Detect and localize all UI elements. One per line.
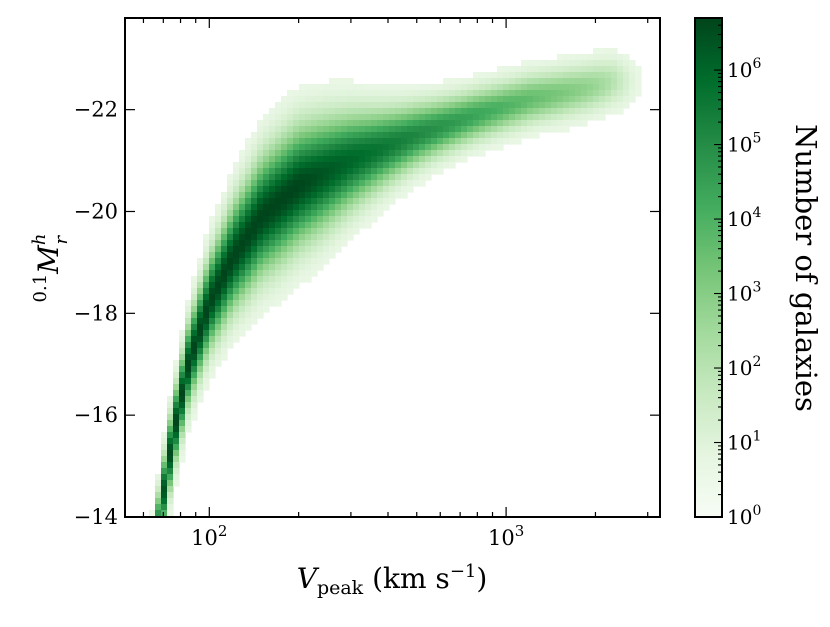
colorbar-tick-label: 106: [727, 56, 761, 82]
colorbar-tick-label: 100: [727, 503, 761, 529]
y-tick-label: −20: [74, 199, 118, 223]
colorbar-tick-label: 101: [727, 429, 761, 455]
x-axis: 102 103: [142, 18, 649, 550]
colorbar-label: Number of galaxies: [789, 124, 823, 412]
y-tick-label: −22: [74, 98, 118, 122]
y-tick-label: −14: [74, 505, 118, 529]
colorbar-tick-label: 102: [727, 354, 761, 380]
y-tick-label: −16: [74, 403, 118, 427]
y-axis-label: 0.1Mhr: [29, 234, 72, 303]
x-tick-label: 103: [488, 522, 524, 550]
x-tick-label: 102: [191, 522, 227, 550]
colorbar-tick-label: 103: [727, 280, 761, 306]
density-heatmap: [149, 48, 642, 517]
y-tick-label: −18: [74, 301, 118, 325]
x-axis-label: Vpeak (km s−1): [297, 561, 488, 599]
plot-frame: [124, 17, 661, 518]
colorbar-tick-label: 104: [727, 205, 761, 231]
colorbar: [694, 17, 723, 518]
colorbar-tick-label: 105: [727, 131, 761, 157]
y-axis: −14 −16 −18 −20 −22: [74, 98, 660, 529]
colorbar-axis: 100 101 102 103 104 105 106: [714, 17, 761, 529]
